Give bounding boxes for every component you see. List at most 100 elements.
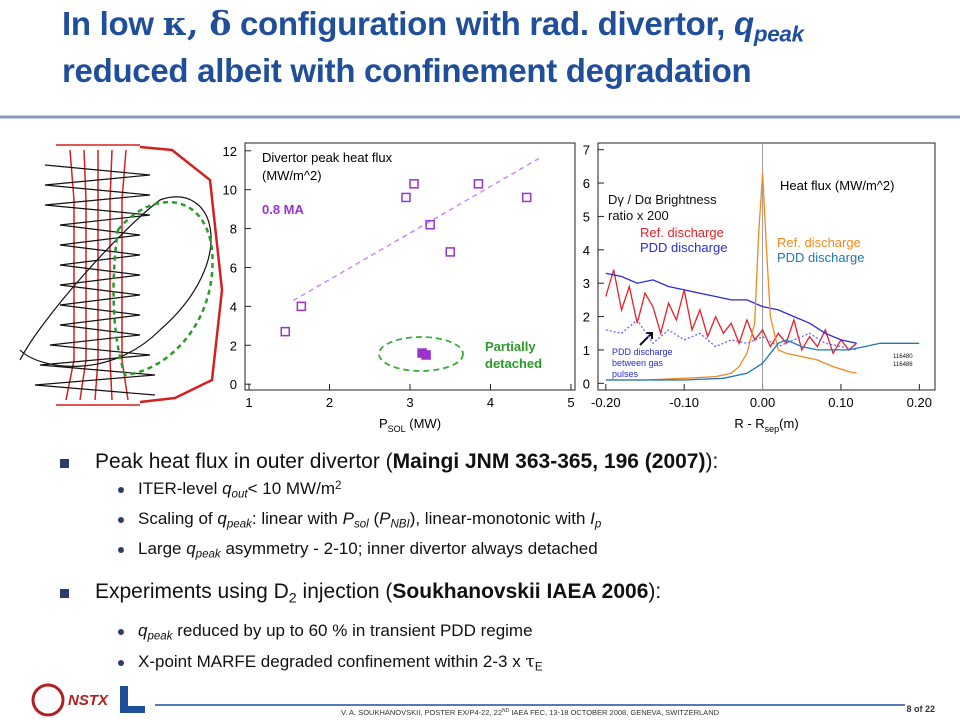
separatrix: [19, 196, 212, 367]
sub-bullet: X-point MARFE degraded confinement withi…: [138, 652, 543, 673]
bullet: Peak heat flux in outer divertor (Maingi…: [95, 450, 718, 474]
title-text: κ, δ: [162, 4, 232, 43]
detached-ellipse: [378, 336, 464, 372]
text: : linear with: [251, 509, 343, 528]
title-text: reduced albeit with confinement degradat…: [62, 52, 752, 89]
text: ), linear-monotonic with: [409, 509, 591, 528]
y-tick-label: 2: [583, 310, 590, 325]
series-line: [605, 272, 857, 344]
text: IAEA FEC, 13-18 OCTOBER 2008, GENEVA, SW…: [509, 708, 719, 717]
bullet-marker: [118, 547, 124, 553]
text: q: [217, 509, 227, 528]
text: out: [231, 488, 248, 501]
text: sep: [765, 424, 780, 434]
credit: V. A. SOUKHANOVSKII, POSTER EX/P4-22, 22…: [341, 708, 720, 717]
text: q: [138, 621, 148, 640]
x-tick-label: 4: [487, 395, 494, 410]
text: Maingi JNM 363-365, 196 (2007): [392, 450, 706, 473]
annotation: pulses: [612, 369, 639, 379]
y-tick-label: 7: [583, 143, 590, 158]
sub-bullet: Scaling of qpeak: linear with Psol (PNBI…: [138, 509, 601, 530]
text: reduced by up to 60 % in transient PDD r…: [172, 621, 533, 640]
bullet-marker: [60, 589, 69, 598]
sub-bullet: qpeak reduced by up to 60 % in transient…: [138, 621, 533, 642]
text: 2: [334, 479, 342, 492]
bullet-marker: [118, 660, 124, 666]
logo-text: NSTX: [68, 692, 109, 709]
point: [473, 179, 484, 189]
logo-ring: [31, 683, 65, 717]
y-tick-label: 4: [583, 243, 590, 258]
y-tick-label: 4: [230, 299, 237, 314]
text: ):: [705, 450, 719, 473]
point: [280, 326, 290, 337]
text: q: [222, 479, 232, 498]
text: P: [379, 416, 388, 431]
arrow: [639, 332, 653, 346]
point: [521, 192, 532, 203]
title-text: configuration with rad. divertor,: [231, 5, 734, 42]
title-text: In low: [62, 5, 163, 42]
text: V. A. SOUKHANOVSKII, POSTER EX/P4-22, 22: [341, 708, 502, 717]
text: (m): [779, 416, 799, 431]
x-tick-label: 5: [567, 395, 574, 410]
y-tick-label: 8: [230, 222, 237, 237]
series-line: [605, 269, 858, 355]
trend-line: [292, 157, 540, 302]
bullet-marker: [118, 517, 124, 523]
x-tick-label: 1: [245, 395, 252, 410]
annotation: detached: [485, 356, 542, 371]
legend-label: Ref. discharge: [640, 225, 724, 240]
text: Soukhanovskii IAEA 2006: [392, 580, 649, 603]
sub-bullet: Large qpeak asymmetry - 2-10; inner dive…: [138, 539, 598, 560]
text: I: [590, 509, 595, 528]
x-axis-label: PSOL (MW): [379, 416, 441, 434]
title-text: peak: [753, 21, 804, 47]
text: Large: [138, 539, 187, 558]
x-tick-label: -0.20: [591, 395, 621, 410]
annotation: Partially: [485, 339, 536, 354]
bullet: Experiments using D2 injection (Soukhano…: [95, 580, 661, 606]
series-line: [605, 172, 857, 381]
x-tick-label: 2: [326, 395, 333, 410]
text: peak: [195, 548, 221, 561]
title-text: q: [733, 5, 754, 42]
vessel: [139, 145, 224, 404]
annotation: 116480: [893, 354, 913, 360]
text: R - R: [734, 416, 764, 431]
text: peak: [147, 630, 173, 643]
text: τ: [525, 652, 535, 672]
text: p: [594, 518, 602, 531]
annotation: between gas: [612, 358, 664, 368]
text: 2: [288, 590, 297, 607]
y-tick-label: 2: [230, 338, 237, 353]
sub-bullet: ITER-level qout< 10 MW/m2: [138, 479, 341, 500]
text: peak: [226, 518, 252, 531]
text: ):: [648, 580, 662, 603]
text: q: [186, 539, 196, 558]
y-tick-label: 3: [583, 276, 590, 291]
text: P: [379, 509, 391, 528]
chart-title: Divertor peak heat flux: [262, 150, 393, 165]
series-line: [605, 339, 920, 381]
logo-l: [120, 686, 145, 713]
legend-label: PDD discharge: [640, 240, 727, 255]
footer: NSTX V. A. SOUKHANOVSKII, POSTER EX/P4-2…: [31, 683, 935, 717]
point: [296, 301, 307, 312]
y-tick-label: 12: [223, 144, 237, 159]
chart-title: Heat flux (MW/m^2): [780, 178, 894, 193]
x-tick-label: 3: [406, 395, 413, 410]
legend-label: PDD discharge: [777, 250, 864, 265]
annotation: PDD discharge: [612, 347, 673, 357]
text: < 10 MW/m: [247, 479, 335, 498]
annotation: 0.8 MA: [262, 202, 305, 217]
text: (MW): [406, 416, 441, 431]
text: SOL: [388, 424, 406, 434]
y-tick-label: 0: [583, 376, 590, 391]
bullet-marker: [118, 629, 124, 635]
point: [421, 350, 431, 360]
y-tick-label: 10: [223, 183, 237, 198]
page-number: 8 of 22: [906, 704, 935, 714]
y-tick-label: 1: [583, 343, 590, 358]
